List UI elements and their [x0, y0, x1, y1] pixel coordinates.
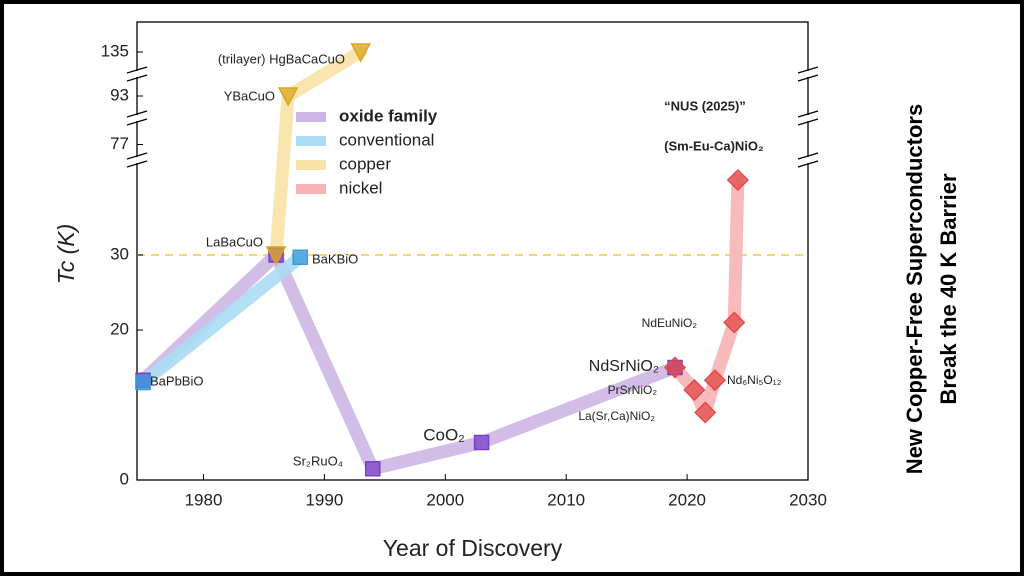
marker: [694, 401, 717, 424]
axis-break-mark: [797, 66, 819, 74]
annotation: LaBaCuO: [206, 234, 263, 249]
side-title: Break the 40 K Barrier: [936, 173, 961, 405]
axis-break-mark: [797, 160, 819, 168]
series-line: [136, 250, 307, 389]
annotation: NdSrNiO₂: [589, 358, 659, 375]
annotation: NdEuNiO₂: [642, 316, 698, 330]
axis-break-mark: [797, 152, 819, 160]
annotation: YBaCuO: [224, 88, 275, 103]
annotation: CoO₂: [423, 425, 465, 444]
x-axis-label: Year of Discovery: [383, 535, 563, 561]
axis-break-mark: [126, 66, 148, 74]
annotation: La(Sr,Ca)NiO₂: [578, 409, 655, 423]
y-tick-label: 93: [110, 85, 129, 104]
annotation: “NUS (2025)”: [664, 98, 746, 113]
x-tick-label: 2010: [547, 490, 585, 509]
y-axis-label: Tc (K): [53, 224, 79, 285]
x-tick-label: 1990: [305, 490, 343, 509]
marker: [135, 374, 151, 391]
annotation: (Sm-Eu-Ca)NiO₂: [664, 138, 764, 153]
annotation: BaPbBiO: [150, 373, 203, 388]
axis-break-mark: [797, 74, 819, 82]
chart: 1980 1990 2000 2010 2020 2030020307793135Year…: [53, 21, 961, 561]
axis-break-mark: [797, 110, 819, 118]
axis-break-mark: [797, 118, 819, 126]
x-tick-label: 1980: [185, 490, 223, 509]
y-tick-label: 135: [101, 41, 129, 60]
axis-break-mark: [126, 160, 148, 168]
axis-break-gap: [800, 157, 816, 163]
x-tick-label: 2000: [426, 490, 464, 509]
marker: [350, 43, 371, 63]
y-tick-label: 0: [120, 469, 129, 488]
marker: [265, 246, 287, 266]
marker: [277, 87, 299, 107]
y-tick-label: 77: [110, 134, 129, 153]
marker: [723, 311, 746, 334]
axis-break-mark: [126, 74, 148, 82]
axis-break-gap: [800, 71, 816, 77]
x-tick-label: 2020: [668, 490, 706, 509]
marker: [663, 356, 687, 379]
axis-break-gap: [800, 115, 816, 121]
axis-break-mark: [126, 152, 148, 160]
legend-label: copper: [339, 154, 391, 173]
axis-break-gap: [129, 71, 145, 77]
side-title: New Copper-Free Superconductors: [902, 104, 927, 474]
annotation: PrSrNiO₂: [608, 383, 658, 397]
marker: [683, 378, 706, 402]
legend-label: nickel: [339, 178, 382, 197]
legend-label: oxide family: [339, 106, 438, 125]
legend-label: conventional: [339, 130, 434, 149]
y-tick-label: 20: [110, 319, 129, 338]
marker: [703, 369, 726, 392]
axis-break-gap: [129, 157, 145, 163]
plot-frame: [136, 21, 809, 481]
annotation: Sr₂RuO₄: [293, 453, 343, 468]
x-tick-label: 2030: [789, 490, 827, 509]
y-tick-label: 30: [110, 244, 129, 263]
marker: [292, 249, 308, 265]
marker: [726, 168, 749, 192]
marker: [365, 461, 381, 477]
axis-break-mark: [126, 110, 148, 118]
marker: [473, 434, 490, 451]
axis-break-mark: [126, 118, 148, 126]
axis-break-gap: [129, 115, 145, 121]
annotation: Nd₆Ni₅O₁₂: [727, 373, 782, 387]
annotation: (trilayer) HgBaCaCuO: [218, 51, 345, 66]
annotation: BaKBiO: [312, 251, 358, 266]
